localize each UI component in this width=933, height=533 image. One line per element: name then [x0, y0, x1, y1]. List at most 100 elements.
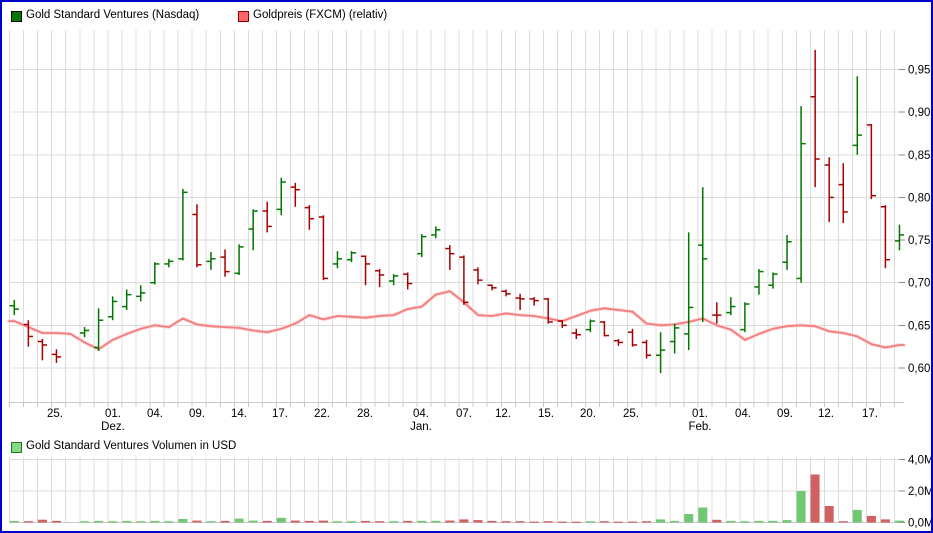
volume-bar — [740, 521, 750, 523]
x-axis-date-label: 01. — [105, 408, 121, 420]
volume-bar — [248, 520, 258, 523]
volume-bar — [290, 520, 300, 523]
volume-bar — [9, 520, 19, 523]
y-axis-tick-label: 0,65 — [908, 320, 930, 332]
volume-bar — [389, 521, 399, 523]
x-axis-date-label: 20. — [580, 408, 596, 420]
y-axis-tick-label: 0,90 — [908, 107, 930, 119]
volume-bar — [670, 520, 680, 523]
x-axis-date-label: 17. — [272, 408, 288, 420]
volume-bar — [361, 520, 371, 523]
volume-bar — [866, 515, 876, 523]
x-axis-date-label: 01. — [692, 408, 708, 420]
x-axis-month-label: Dez. — [101, 421, 125, 433]
goldprice-line — [8, 290, 905, 351]
volume-bar — [557, 521, 567, 523]
volume-bar — [656, 519, 666, 523]
volume-bar — [304, 520, 314, 523]
x-axis-date-label: 04. — [735, 408, 751, 420]
volume-bar — [80, 521, 89, 523]
gsv-series-label: Gold Standard Ventures (Nasdaq) — [26, 9, 200, 21]
volume-bar — [445, 520, 455, 523]
x-axis-date-label: 09. — [777, 408, 793, 420]
volume-bar — [23, 521, 33, 523]
x-axis-date-label: 14. — [231, 408, 247, 420]
volume-bar — [571, 521, 581, 523]
volume-bar — [698, 507, 708, 523]
volume-bar — [628, 521, 637, 523]
volume-bar — [37, 519, 47, 523]
volume-bar — [726, 520, 736, 523]
volume-bar — [347, 521, 356, 523]
volume-bar — [192, 520, 202, 523]
volume-bar — [136, 521, 146, 523]
volume-bar — [206, 521, 216, 523]
y-axis-tick-label: 0,85 — [908, 150, 930, 162]
volume-bar — [108, 521, 118, 523]
x-axis-date-label: 12. — [495, 408, 511, 420]
volume-bar — [796, 491, 806, 523]
volume-y-axis-tick-label: 4,0M — [908, 455, 931, 467]
volume-bar — [838, 521, 848, 523]
gsv-series-swatch-icon — [11, 11, 22, 22]
volume-bar — [94, 520, 104, 523]
volume-bar — [262, 520, 272, 523]
volume-bar — [880, 519, 890, 523]
x-axis-date-label: 09. — [189, 408, 205, 420]
volume-series-label: Gold Standard Ventures Volumen in USD — [26, 440, 237, 452]
volume-bar — [529, 521, 539, 523]
x-axis-date-label: 12. — [818, 408, 834, 420]
y-axis-tick-label: 0,75 — [908, 235, 930, 247]
volume-bar — [768, 520, 778, 523]
x-axis-month-label: Jan. — [410, 421, 432, 433]
volume-bar — [543, 521, 553, 523]
y-axis-tick-label: 0,60 — [908, 363, 930, 375]
x-axis-date-label: 04. — [413, 408, 429, 420]
y-axis-tick-label: 0,70 — [908, 278, 930, 290]
volume-bar — [276, 517, 286, 523]
volume-bar — [459, 519, 469, 523]
volume-bar — [501, 521, 511, 523]
y-axis-tick-label: 0,95 — [908, 64, 930, 76]
volume-bar — [417, 520, 427, 523]
x-axis-date-label: 17. — [862, 408, 878, 420]
x-axis-date-label: 25. — [47, 408, 63, 420]
x-axis-date-label: 22. — [314, 408, 330, 420]
volume-bar — [52, 520, 61, 523]
volume-bar — [895, 520, 904, 523]
volume-bar — [164, 521, 174, 523]
volume-bar — [220, 520, 230, 523]
volume-bar — [333, 521, 342, 523]
x-axis-date-label: 25. — [623, 408, 639, 420]
volume-bar — [852, 509, 862, 523]
volume-bar — [473, 520, 483, 523]
volume-bar — [810, 474, 820, 523]
x-axis-month-label: Feb. — [688, 421, 711, 433]
volume-bar — [613, 521, 623, 523]
volume-bar — [122, 520, 132, 523]
volume-bar — [318, 520, 328, 523]
goldprice-series-label: Goldpreis (FXCM) (relativ) — [253, 9, 388, 21]
volume-bar — [403, 520, 413, 523]
volume-bar — [599, 521, 609, 523]
volume-bar — [487, 520, 497, 523]
volume-y-axis-tick-label: 2,0M — [908, 486, 931, 498]
volume-bar — [782, 520, 792, 523]
volume-bar — [515, 521, 525, 523]
goldprice-series-swatch-icon — [238, 11, 249, 22]
volume-bar — [642, 521, 651, 523]
y-axis-tick-label: 0,80 — [908, 192, 930, 204]
x-axis-date-label: 04. — [147, 408, 163, 420]
volume-bar — [431, 520, 441, 523]
volume-series-swatch-icon — [11, 442, 22, 453]
volume-bar — [712, 519, 722, 523]
volume-y-axis-tick-label: 0,0M — [908, 518, 931, 530]
volume-bar — [150, 520, 160, 523]
volume-bar — [824, 506, 834, 523]
volume-bar — [585, 521, 595, 523]
volume-bar — [375, 521, 385, 523]
volume-bar — [684, 514, 694, 523]
x-axis-date-label: 28. — [357, 408, 373, 420]
